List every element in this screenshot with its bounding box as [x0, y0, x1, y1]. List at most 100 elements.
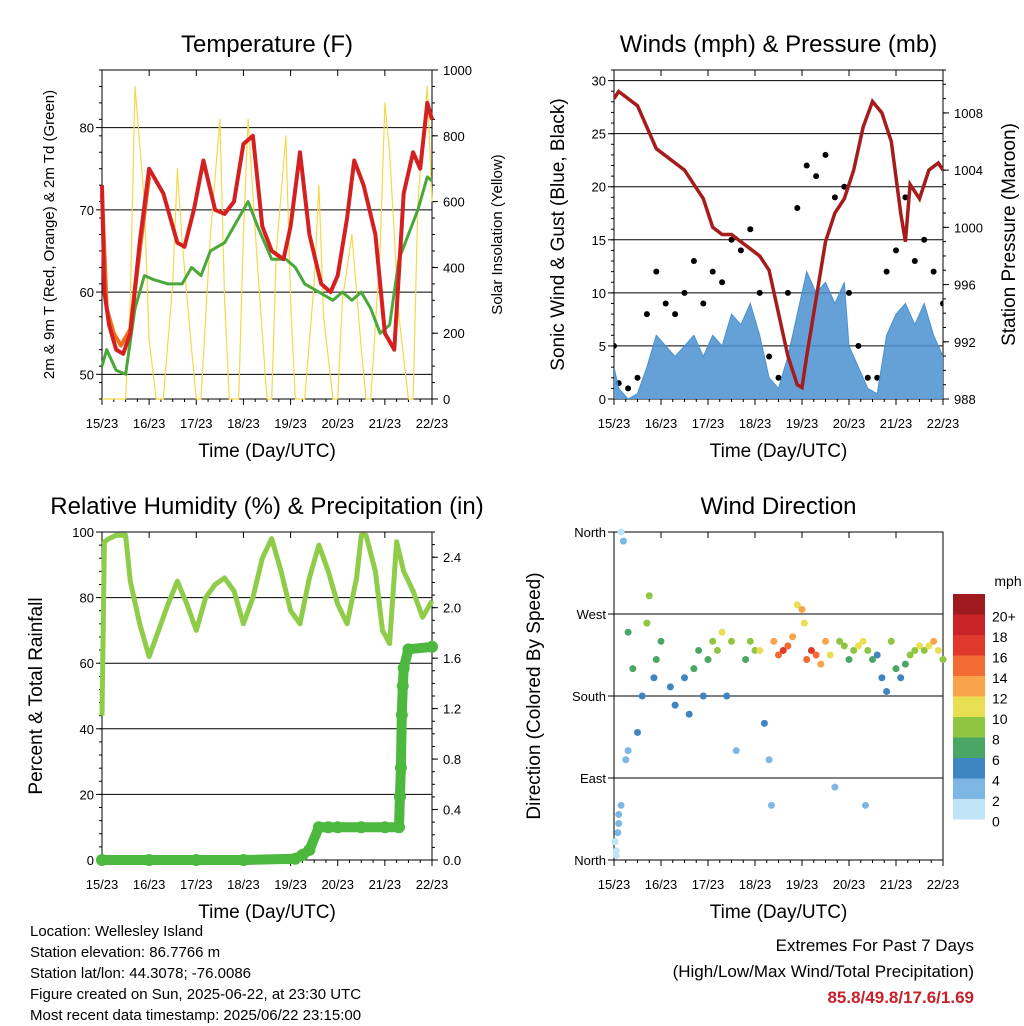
wind_direction-legend-label: 8 — [992, 731, 1000, 747]
temperature-xtick-label: 16/23 — [133, 416, 166, 431]
winds-gust-point — [681, 289, 688, 296]
wind_direction-direction-point — [709, 637, 717, 645]
wind_direction-direction-point — [789, 633, 797, 641]
winds-ytick-label: 0 — [599, 392, 606, 407]
wind_direction-direction-point — [650, 674, 658, 682]
winds-xtick-label: 18/23 — [739, 416, 772, 431]
wind_direction-direction-point — [901, 660, 909, 668]
wind_direction-direction-point — [845, 656, 853, 664]
winds-ytick-label: 10 — [592, 286, 606, 301]
humidity-xtick-label: 17/23 — [180, 877, 213, 892]
winds-gust-point — [625, 385, 632, 392]
wind_direction-direction-point — [622, 756, 630, 764]
temperature-ytick-label: 60 — [80, 285, 94, 300]
wind_direction-legend-swatch — [953, 696, 985, 717]
winds-series-station-pressure — [614, 88, 943, 391]
winds-gust-point — [634, 374, 641, 381]
wind_direction-direction-point — [775, 651, 782, 659]
winds-gust-point — [775, 374, 782, 381]
extremes-values: 85.8/49.8/17.6/1.69 — [827, 988, 974, 1007]
wind_direction-direction-point — [699, 692, 707, 700]
winds-xtick-label: 21/23 — [880, 416, 913, 431]
humidity-ytick-label: 60 — [80, 656, 94, 671]
wind_direction-legend-label: 4 — [992, 772, 1000, 788]
wind_direction-direction-point — [925, 642, 933, 650]
wind_direction-direction-point — [634, 728, 641, 736]
temperature-ytick-label: 70 — [80, 203, 94, 218]
wind_direction-direction-point — [831, 783, 839, 791]
wind_direction-xlabel: Time (Day/UTC) — [710, 902, 848, 923]
wind_direction-direction-point — [840, 642, 848, 650]
wind_direction-direction-point — [930, 637, 938, 645]
winds-gust-point — [737, 247, 744, 254]
wind_direction-direction-point — [869, 656, 876, 664]
winds-gust-point — [653, 268, 660, 275]
wind_direction-legend-swatch — [953, 799, 985, 820]
humidity-rainfall-point — [237, 854, 250, 866]
wind_direction-direction-point — [892, 665, 900, 673]
winds-gust-point — [911, 258, 918, 265]
humidity-y2tick-label: 1.6 — [443, 651, 461, 666]
humidity-title: Relative Humidity (%) & Precipitation (i… — [50, 493, 483, 520]
humidity-rainfall-point — [426, 640, 438, 653]
humidity-ytick-label: 80 — [80, 591, 94, 606]
extremes-title: Extremes For Past 7 Days — [775, 936, 974, 955]
winds-gust-point — [784, 289, 791, 296]
winds-gust-point — [813, 173, 820, 180]
station-location: Location: Wellesley Island — [30, 923, 204, 940]
wind_direction-title: Wind Direction — [700, 493, 856, 520]
figure-created: Figure created on Sun, 2025-06-22, at 23… — [30, 986, 362, 1003]
wind_direction-direction-point — [643, 619, 651, 627]
temperature-ylabel: 2m & 9m T (Red, Orange) & 2m Td (Green) — [41, 90, 58, 379]
winds-gust-point — [662, 300, 669, 307]
wind_direction-direction-point — [742, 656, 750, 664]
winds-gust-point — [846, 289, 852, 296]
wind_direction-direction-point — [887, 637, 895, 645]
humidity-y2tick-label: 0.8 — [443, 752, 461, 767]
temperature-ytick-label: 80 — [80, 121, 94, 136]
humidity-xtick-label: 22/23 — [416, 877, 449, 892]
wind_direction-direction-point — [695, 646, 703, 654]
wind_direction-direction-point — [671, 701, 679, 709]
wind_direction-xtick-label: 20/23 — [833, 877, 866, 892]
wind_direction-direction-point — [920, 646, 928, 654]
winds-y2tick-label: 996 — [954, 278, 976, 293]
wind_direction-direction-point — [798, 605, 806, 613]
winds-gust-point — [728, 236, 735, 243]
humidity-y2tick-label: 2.0 — [443, 601, 461, 616]
winds-ytick-label: 25 — [592, 127, 606, 142]
temperature-xtick-label: 19/23 — [274, 416, 307, 431]
wind_direction-xtick-label: 15/23 — [598, 877, 631, 892]
wind_direction-direction-point — [624, 747, 632, 755]
wind_direction-direction-point — [619, 537, 627, 545]
temperature-xtick-label: 18/23 — [227, 416, 260, 431]
wind_direction-xtick-label: 22/23 — [927, 877, 960, 892]
wind_direction-direction-point — [779, 646, 787, 654]
wind_direction-direction-point — [767, 801, 775, 809]
wind_direction-ytick-label: North — [574, 853, 606, 868]
wind_direction-direction-point — [911, 646, 919, 654]
humidity-rainfall-point — [378, 821, 391, 834]
temperature-xtick-label: 21/23 — [369, 416, 402, 431]
wind_direction-direction-point — [685, 710, 693, 718]
winds-xtick-label: 16/23 — [645, 416, 678, 431]
wind_direction-legend-label: 18 — [992, 629, 1008, 645]
humidity-y2tick-label: 1.2 — [443, 702, 461, 717]
wind_direction-direction-point — [883, 687, 891, 695]
wind_direction-direction-point — [723, 692, 731, 700]
wind_direction-legend-swatch — [953, 655, 985, 676]
winds-gust-point — [803, 162, 810, 169]
winds-y2tick-label: 1008 — [954, 106, 983, 121]
station-latlon: Station lat/lon: 44.3078; -76.0086 — [30, 965, 252, 982]
winds-gust-point — [643, 311, 650, 318]
temperature-ylabel-right: Solar Insolation (Yellow) — [489, 154, 506, 314]
humidity-rainfall-point — [322, 821, 335, 834]
humidity-rainfall-point — [394, 761, 407, 774]
humidity-rainfall-point — [393, 790, 406, 803]
wind_direction-direction-point — [826, 651, 834, 659]
humidity-xtick-label: 15/23 — [86, 877, 119, 892]
wind_direction-direction-point — [916, 642, 923, 650]
wind_direction-xtick-label: 16/23 — [645, 877, 678, 892]
wind_direction-direction-point — [939, 656, 947, 664]
